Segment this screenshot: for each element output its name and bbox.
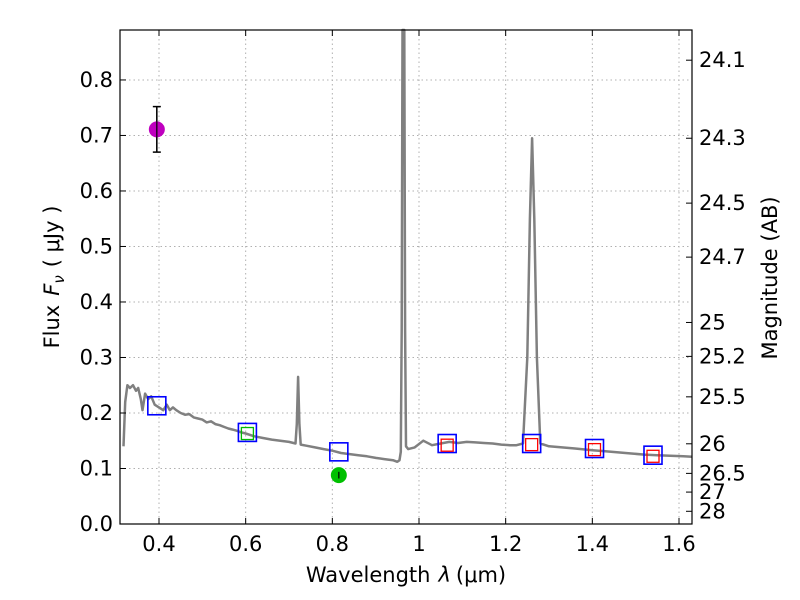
y2-axis-label: Magnitude (AB): [758, 196, 782, 359]
y-tick-label: 0.0: [80, 512, 113, 536]
y2-tick-label: 26: [699, 432, 726, 456]
model-photometry-blue-square: [147, 395, 167, 416]
x-axis-label: Wavelength λ (μm): [306, 563, 506, 587]
y2-tick-label: 25.5: [699, 385, 746, 409]
y2-tick-label: 24.1: [699, 48, 746, 72]
plot-frame: [119, 29, 693, 525]
points-layer: [147, 105, 663, 484]
y2-tick-label: 26.5: [699, 461, 746, 485]
y2-tick-label: 27: [699, 480, 726, 504]
y2-tick-label: 28: [699, 499, 726, 523]
model-photometry-blue-square: [521, 433, 542, 454]
model-photometry-blue-square: [584, 438, 605, 459]
y-tick-label: 0.2: [80, 401, 113, 425]
y-tick-label: 0.1: [80, 456, 113, 480]
x-tick-label: 1.6: [662, 532, 695, 556]
x-tick-label: 0.4: [142, 532, 175, 556]
model-photometry-blue-square: [643, 445, 663, 465]
observed-photometry-red-square: [646, 449, 660, 463]
observed-photometry-green-square: [240, 426, 255, 441]
model-photometry-blue-square: [329, 442, 349, 462]
y2-tick-label: 24.7: [699, 245, 746, 269]
spectrum-line: [122, 28, 693, 464]
observed-photometry-red-square: [440, 438, 454, 452]
x-tick-label: 0.8: [316, 532, 349, 556]
observed-photometry-red-square: [525, 437, 539, 452]
x-tick-label: 1.2: [489, 532, 522, 556]
model-photometry-blue-square: [237, 422, 258, 443]
y2-tick-label: 25.2: [699, 344, 746, 368]
y-tick-label: 0.8: [80, 68, 113, 92]
y2-tick-label: 24.5: [699, 191, 746, 215]
y-tick-label: 0.6: [80, 179, 113, 203]
x-tick-label: 0.6: [229, 532, 262, 556]
model-photometry-blue-square: [437, 433, 457, 454]
y2-tick-label: 24.3: [699, 126, 746, 150]
y2-tick-label: 25: [699, 310, 726, 334]
x-tick-label: 1: [412, 532, 425, 556]
y-tick-label: 0.7: [80, 123, 113, 147]
y-tick-label: 0.5: [80, 234, 113, 258]
x-tick-label: 1.4: [576, 532, 609, 556]
y-tick-label: 0.3: [80, 345, 113, 369]
y-tick-label: 0.4: [80, 290, 113, 314]
spectrum-layer: [122, 28, 693, 464]
ticks-layer: 0.4 0.6 0.8 1 1.2 1.4 1.6 0.0 0.1 0.2 0.3 0.4 0.5 0.6…: [80, 30, 746, 556]
observed-photometry-red-square: [587, 442, 602, 457]
y-axis-label: FluxFν( μJy ): [40, 206, 68, 349]
